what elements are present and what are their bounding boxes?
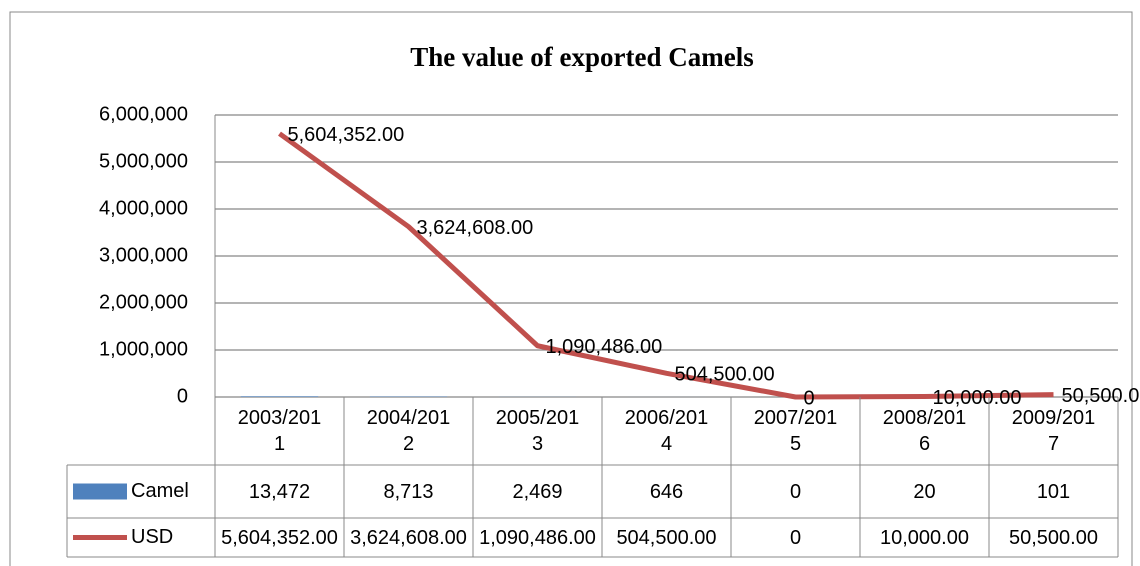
y-tick-label: 4,000,000	[99, 197, 188, 219]
line	[278, 131, 1054, 400]
category-label: 2003/2011	[215, 399, 344, 463]
table-value-text: 50,500.00	[1009, 526, 1098, 549]
data-label: 10,000.00	[933, 387, 1022, 409]
category-label: 2008/2016	[860, 399, 989, 463]
y-tick-label: 2,000,000	[99, 291, 188, 313]
table-value: 1,090,486.00	[474, 519, 601, 556]
category-label: 2007/2015	[731, 399, 860, 463]
table-value-text: 20	[913, 480, 936, 503]
table-value-text: 0	[789, 480, 802, 503]
table-value: 10,000.00	[861, 519, 988, 556]
category-label-text: 2003/2011	[237, 407, 322, 455]
table-value: 50,500.00	[990, 519, 1117, 556]
y-tick-label: 6,000,000	[99, 103, 188, 125]
table-value: 2,469	[474, 466, 601, 517]
table-value: 101	[990, 466, 1117, 517]
category-label: 2005/2013	[473, 399, 602, 463]
y-tick-label: 5,000,000	[99, 150, 188, 172]
legend-label: USD	[131, 526, 173, 548]
table-value-text: 1,090,486.00	[479, 526, 596, 549]
data-label: 50,500.00	[1062, 385, 1140, 407]
table-value-text: 5,604,352.00	[221, 526, 338, 549]
category-label-text: 2008/2016	[882, 407, 967, 455]
data-label: 5,604,352.00	[288, 124, 405, 146]
data-label: 0	[804, 387, 815, 409]
y-tick-label: 1,000,000	[99, 338, 188, 360]
table-value-text: 101	[1036, 480, 1071, 503]
table-value: 13,472	[216, 466, 343, 517]
category-label-text: 2007/2015	[753, 407, 838, 455]
table-value-text: 3,624,608.00	[350, 526, 467, 549]
table-value-text: 2,469	[512, 480, 563, 503]
table-value: 8,713	[345, 466, 472, 517]
table-value: 20	[861, 466, 988, 517]
table-value-text: 10,000.00	[880, 526, 969, 549]
frame	[9, 11, 1133, 566]
category-label: 2006/2014	[602, 399, 731, 463]
data-label: 3,624,608.00	[417, 217, 534, 239]
category-label-text: 2006/2014	[624, 407, 709, 455]
category-label-text: 2005/2013	[495, 407, 580, 455]
category-label-text: 2004/2012	[366, 407, 451, 455]
legend-key	[73, 483, 127, 500]
category-label: 2004/2012	[344, 399, 473, 463]
data-label: 504,500.00	[675, 364, 775, 386]
table-value: 5,604,352.00	[216, 519, 343, 556]
table-value-text: 0	[789, 526, 802, 549]
table-value: 504,500.00	[603, 519, 730, 556]
category-label-text: 2009/2017	[1011, 407, 1096, 455]
y-tick-label: 3,000,000	[99, 244, 188, 266]
table-value: 3,624,608.00	[345, 519, 472, 556]
bar	[240, 396, 319, 397]
chart-title: The value of exported Camels	[410, 42, 753, 72]
table-value-text: 8,713	[383, 480, 434, 503]
table-value-text: 646	[649, 480, 684, 503]
legend-label: Camel	[131, 480, 189, 502]
data-label: 1,090,486.00	[546, 336, 663, 358]
y-tick-label: 0	[177, 385, 188, 407]
table-value-text: 13,472	[248, 480, 311, 503]
table-value: 646	[603, 466, 730, 517]
table-value: 0	[732, 519, 859, 556]
table-value: 0	[732, 466, 859, 517]
table-value-text: 504,500.00	[616, 526, 717, 549]
category-label: 2009/2017	[989, 399, 1118, 463]
